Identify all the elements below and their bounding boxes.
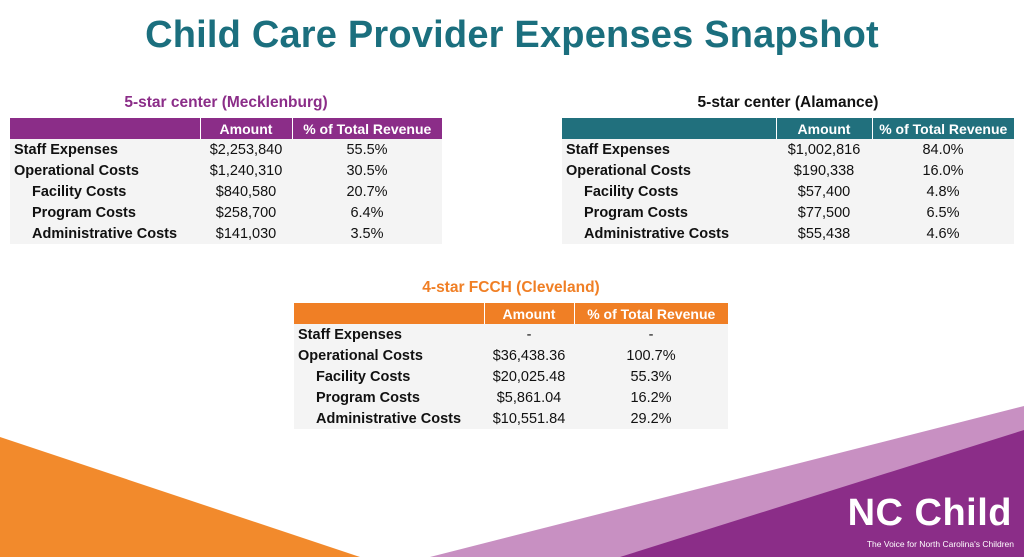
mecklenburg-title: 5-star center (Mecklenburg) bbox=[124, 94, 328, 111]
row-percent: 4.6% bbox=[926, 225, 960, 242]
table-row: Administrative Costs $10,551.84 29.2% bbox=[294, 408, 728, 429]
table-row: Program Costs $258,700 6.4% bbox=[10, 202, 442, 223]
table-row: Operational Costs $36,438.36 100.7% bbox=[294, 345, 728, 366]
table-header-row: Amount % of Total Revenue bbox=[294, 303, 728, 324]
cleveland-table: Amount % of Total Revenue Staff Expenses… bbox=[294, 303, 728, 429]
row-amount: $36,438.36 bbox=[492, 347, 566, 364]
nc-child-logo: NC Child bbox=[847, 492, 1012, 534]
header-amount: Amount bbox=[200, 118, 293, 139]
row-label: Administrative Costs bbox=[32, 225, 178, 242]
row-percent: 29.2% bbox=[630, 410, 672, 427]
header-label bbox=[562, 118, 777, 139]
row-amount: $77,500 bbox=[797, 204, 851, 221]
row-label: Program Costs bbox=[584, 204, 688, 221]
table-header-row: Amount % of Total Revenue bbox=[562, 118, 1014, 139]
row-label: Facility Costs bbox=[32, 183, 127, 200]
row-label: Administrative Costs bbox=[584, 225, 730, 242]
row-percent: 3.5% bbox=[350, 225, 384, 242]
table-row: Facility Costs $840,580 20.7% bbox=[10, 181, 442, 202]
table-header-row: Amount % of Total Revenue bbox=[10, 118, 442, 139]
header-amount: Amount bbox=[776, 118, 873, 139]
header-label bbox=[294, 303, 485, 324]
row-percent: 55.3% bbox=[630, 368, 672, 385]
row-label: Staff Expenses bbox=[298, 326, 402, 343]
table-row: Facility Costs $20,025.48 55.3% bbox=[294, 366, 728, 387]
row-label: Facility Costs bbox=[584, 183, 679, 200]
header-percent: % of Total Revenue bbox=[872, 118, 1014, 139]
row-amount: $258,700 bbox=[215, 204, 277, 221]
table-row: Staff Expenses $2,253,840 55.5% bbox=[10, 139, 442, 160]
row-percent: 55.5% bbox=[346, 141, 388, 158]
header-percent: % of Total Revenue bbox=[574, 303, 728, 324]
table-row: Staff Expenses - - bbox=[294, 324, 728, 345]
mecklenburg-table: Amount % of Total Revenue Staff Expenses… bbox=[10, 118, 442, 244]
row-percent: 100.7% bbox=[626, 347, 676, 364]
cleveland-title: 4-star FCCH (Cleveland) bbox=[422, 279, 600, 296]
row-amount: $5,861.04 bbox=[496, 389, 562, 406]
alamance-title: 5-star center (Alamance) bbox=[697, 94, 879, 111]
header-amount: Amount bbox=[484, 303, 575, 324]
row-label: Administrative Costs bbox=[316, 410, 462, 427]
row-percent: - bbox=[648, 326, 654, 343]
row-label: Staff Expenses bbox=[14, 141, 118, 158]
alamance-table: Amount % of Total Revenue Staff Expenses… bbox=[562, 118, 1014, 244]
table-row: Program Costs $77,500 6.5% bbox=[562, 202, 1014, 223]
row-percent: 20.7% bbox=[346, 183, 388, 200]
row-amount: $57,400 bbox=[797, 183, 851, 200]
row-amount: $2,253,840 bbox=[209, 141, 283, 158]
cleveland-block: 4-star FCCH (Cleveland) Amount % of Tota… bbox=[294, 279, 728, 429]
row-percent: 30.5% bbox=[346, 162, 388, 179]
mecklenburg-block: 5-star center (Mecklenburg) Amount % of … bbox=[10, 94, 442, 244]
row-label: Operational Costs bbox=[14, 162, 139, 179]
table-row: Operational Costs $190,338 16.0% bbox=[562, 160, 1014, 181]
row-label: Operational Costs bbox=[298, 347, 423, 364]
row-label: Staff Expenses bbox=[566, 141, 670, 158]
row-amount: $1,002,816 bbox=[787, 141, 861, 158]
purple-wedge bbox=[620, 430, 1024, 557]
orange-wedge bbox=[0, 437, 360, 557]
table-row: Administrative Costs $55,438 4.6% bbox=[562, 223, 1014, 244]
row-label: Facility Costs bbox=[316, 368, 411, 385]
table-row: Staff Expenses $1,002,816 84.0% bbox=[562, 139, 1014, 160]
logo-tagline: The Voice for North Carolina's Children bbox=[866, 539, 1014, 549]
row-label: Program Costs bbox=[32, 204, 136, 221]
header-label bbox=[10, 118, 201, 139]
row-amount: $190,338 bbox=[793, 162, 855, 179]
row-amount: $1,240,310 bbox=[209, 162, 283, 179]
header-percent: % of Total Revenue bbox=[292, 118, 442, 139]
row-label: Program Costs bbox=[316, 389, 420, 406]
row-percent: 4.8% bbox=[926, 183, 960, 200]
table-row: Facility Costs $57,400 4.8% bbox=[562, 181, 1014, 202]
row-amount: $840,580 bbox=[215, 183, 277, 200]
row-amount: $20,025.48 bbox=[492, 368, 566, 385]
row-percent: 16.0% bbox=[922, 162, 964, 179]
table-row: Program Costs $5,861.04 16.2% bbox=[294, 387, 728, 408]
row-amount: $10,551.84 bbox=[492, 410, 566, 427]
row-percent: 16.2% bbox=[630, 389, 672, 406]
table-row: Administrative Costs $141,030 3.5% bbox=[10, 223, 442, 244]
page-title: Child Care Provider Expenses Snapshot bbox=[145, 14, 879, 56]
alamance-block: 5-star center (Alamance) Amount % of Tot… bbox=[562, 94, 1014, 244]
row-percent: 6.4% bbox=[350, 204, 384, 221]
table-row: Operational Costs $1,240,310 30.5% bbox=[10, 160, 442, 181]
row-label: Operational Costs bbox=[566, 162, 691, 179]
row-amount: - bbox=[526, 326, 532, 343]
row-amount: $55,438 bbox=[797, 225, 851, 242]
row-percent: 6.5% bbox=[926, 204, 960, 221]
row-percent: 84.0% bbox=[922, 141, 964, 158]
row-amount: $141,030 bbox=[215, 225, 277, 242]
